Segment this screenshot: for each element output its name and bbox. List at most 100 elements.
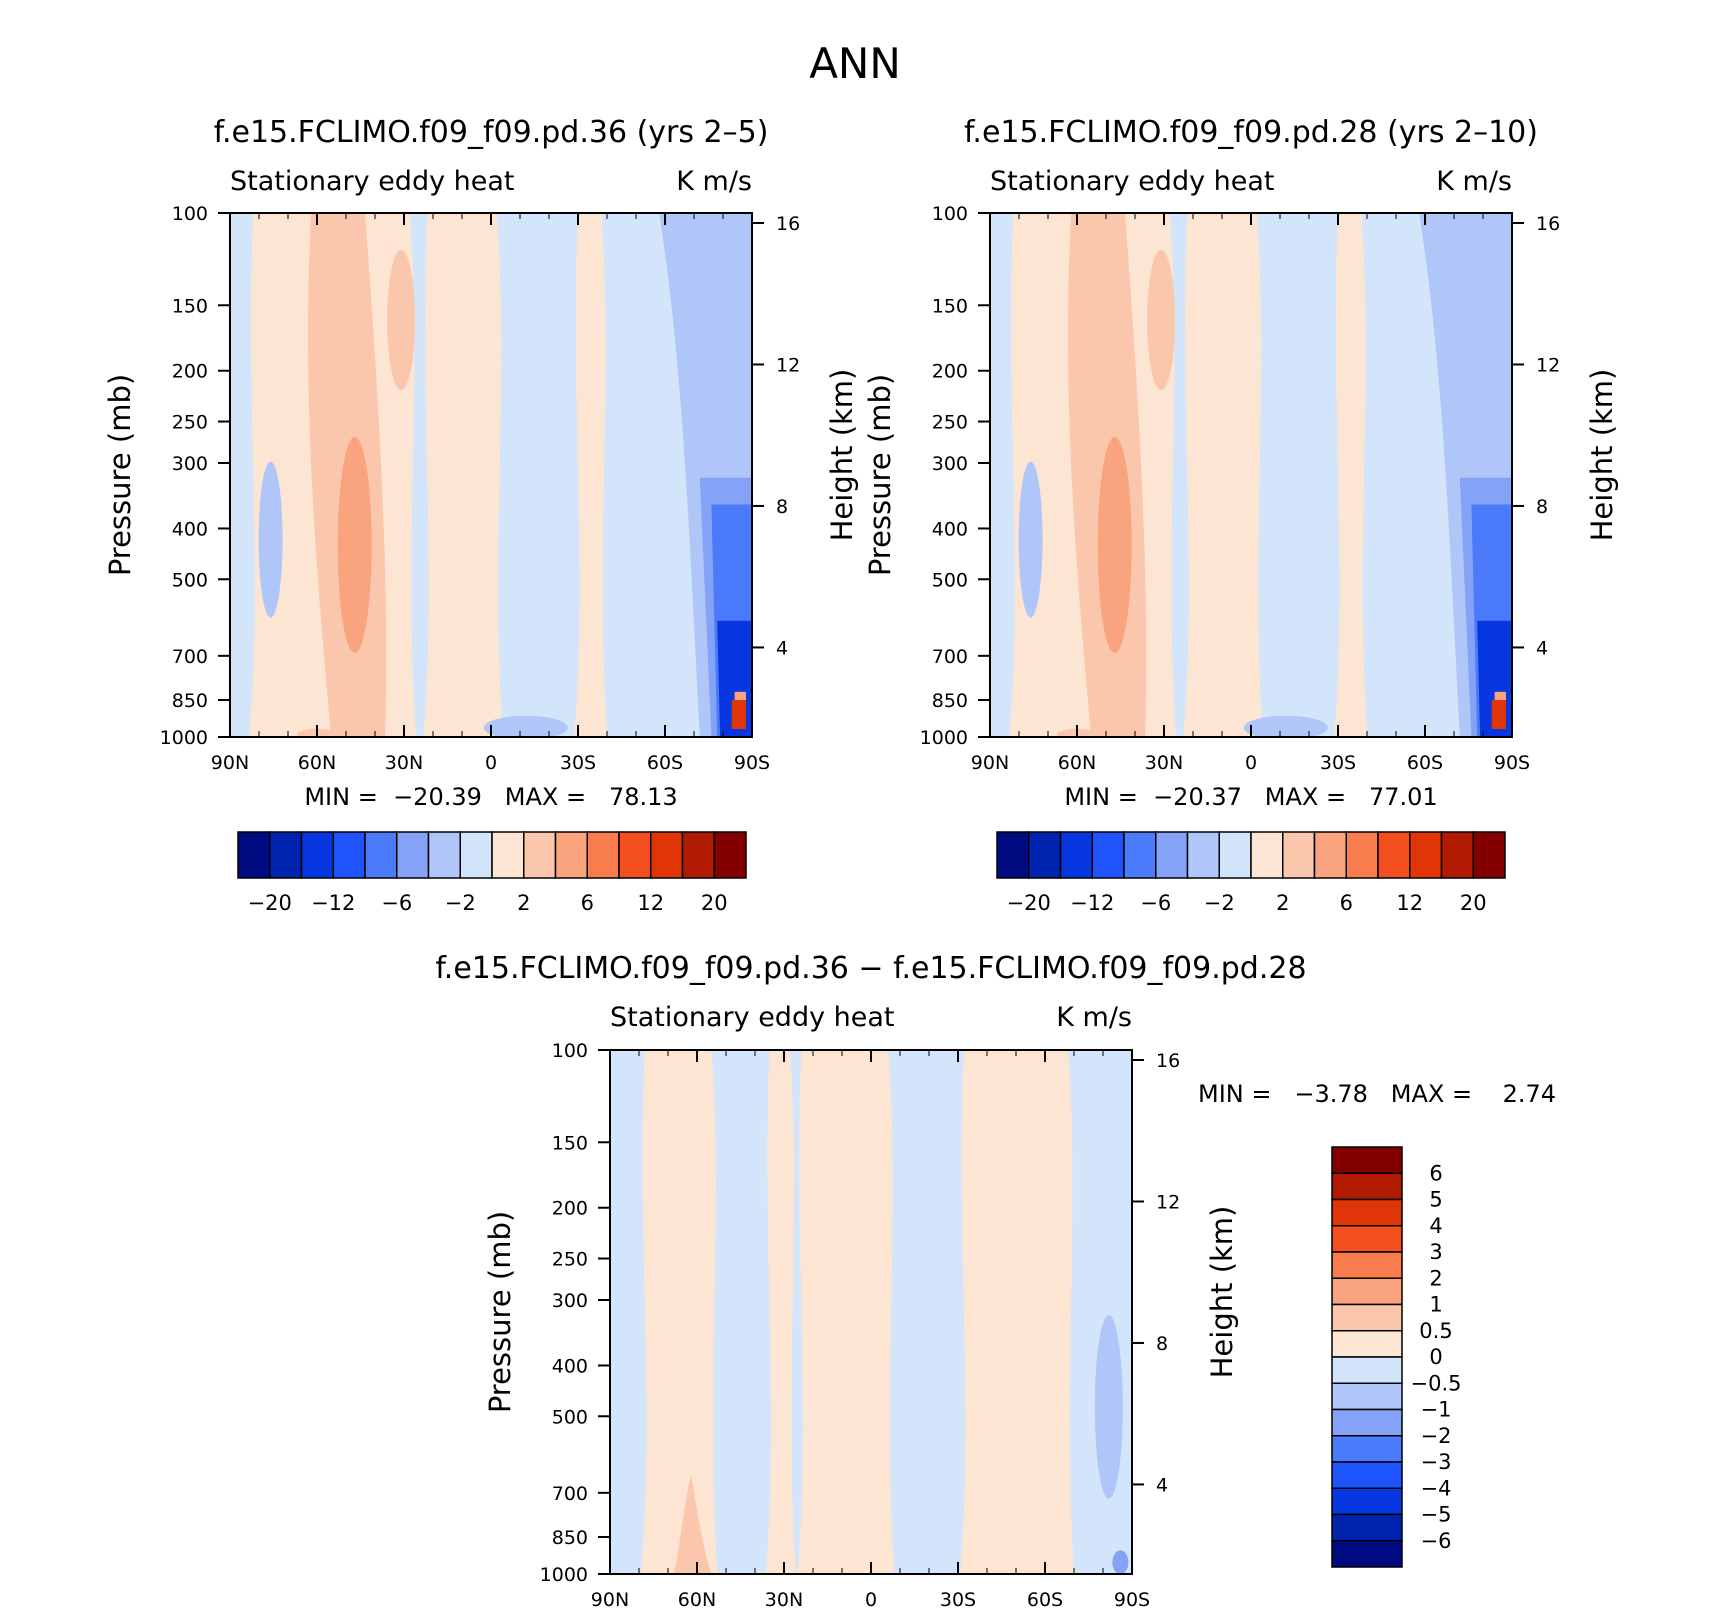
y-tick-label: 850 [552, 1527, 588, 1549]
y-tick-label: 500 [172, 569, 208, 591]
contour-min [483, 715, 568, 737]
colorbar-box [681, 831, 715, 879]
colorbar-box [1091, 831, 1125, 879]
height-tick-label: 12 [1536, 354, 1560, 376]
y-tick-label: 500 [932, 569, 968, 591]
colorbar-box [1028, 831, 1062, 879]
x-tick-label: 60N [1058, 752, 1096, 774]
colorbar-box [1059, 831, 1093, 879]
y-tick-label: 250 [172, 412, 208, 434]
y-tick-label: 1000 [160, 727, 208, 749]
colorbar: −20 −12 −6 −2 2 6 12 20 [237, 831, 747, 915]
x-tick-label: 60S [647, 752, 683, 774]
y-tick-label: 250 [552, 1249, 588, 1271]
y2-axis-label: Height (km) [1205, 1206, 1239, 1379]
y2-axis-label: Height (km) [1585, 369, 1619, 542]
colorbar-box [1345, 831, 1379, 879]
y-tick-label: 200 [932, 361, 968, 383]
field-label: Stationary eddy heat [990, 166, 1275, 197]
colorbar-label: 0 [1429, 1345, 1442, 1369]
x-tick-label: 90S [734, 752, 770, 774]
colorbar-label: 2 [1276, 891, 1289, 915]
colorbar-label: −2 [1421, 1424, 1452, 1448]
contour-band [1147, 249, 1176, 390]
y-tick-label: 200 [172, 361, 208, 383]
contour-band [1183, 213, 1263, 737]
colorbar-label: 6 [1429, 1161, 1442, 1185]
colorbar-label: 20 [1460, 891, 1487, 915]
y-tick-label: 850 [932, 690, 968, 712]
y-tick-label: 850 [172, 690, 208, 712]
x-tick-label: 90N [211, 752, 249, 774]
x-tick-label: 30N [1145, 752, 1183, 774]
colorbar-box [996, 831, 1030, 879]
y-tick-label: 700 [552, 1483, 588, 1505]
colorbar-label: 4 [1429, 1214, 1442, 1238]
min-max-label: MIN = −20.37 MAX = 77.01 [1064, 783, 1437, 811]
colorbar-box [1331, 1251, 1403, 1279]
colorbar-label: 5 [1429, 1188, 1442, 1212]
y-tick-label: 500 [552, 1406, 588, 1428]
colorbar-label: 6 [581, 891, 594, 915]
x-tick-label: 90N [591, 1589, 629, 1611]
colorbar-box [713, 831, 747, 879]
x-tick-label: 30S [940, 1589, 976, 1611]
colorbar-box [1218, 831, 1252, 879]
colorbar-box [1331, 1382, 1403, 1411]
colorbar-label: −0.5 [1411, 1371, 1462, 1395]
panel-p2: f.e15.FCLIMO.f09_f09.pd.28 (yrs 2–10) Sta… [863, 115, 1619, 915]
y-tick-label: 150 [932, 295, 968, 317]
y-axis-label: Pressure (mb) [863, 374, 897, 576]
colorbar-label: −12 [311, 891, 355, 915]
colorbar-box [491, 831, 525, 879]
contour-max [1097, 436, 1132, 653]
contour-band [765, 1050, 796, 1574]
height-tick-label: 16 [1536, 213, 1560, 235]
colorbar-box [1155, 831, 1189, 879]
contour-max [1491, 700, 1506, 729]
colorbar-box [396, 831, 430, 879]
height-tick-label: 4 [1536, 637, 1548, 659]
contour-band [423, 213, 503, 737]
colorbar-label: 1 [1429, 1293, 1442, 1317]
y-tick-label: 250 [932, 412, 968, 434]
contour-min [1018, 461, 1043, 618]
colorbar-box [1472, 831, 1506, 879]
contour-band [991, 1169, 1024, 1310]
contour-max [673, 1475, 712, 1574]
x-tick-label: 30N [385, 752, 423, 774]
colorbar-box [1123, 831, 1157, 879]
contour-max [337, 436, 372, 653]
colorbar-label: −6 [1140, 891, 1171, 915]
colorbar-label: −2 [445, 891, 476, 915]
contour-band [734, 691, 746, 701]
colorbar-label: −2 [1204, 891, 1235, 915]
colorbar-box [1331, 1461, 1403, 1489]
height-tick-label: 12 [776, 354, 800, 376]
height-tick-label: 8 [776, 496, 788, 518]
contour-band [387, 249, 416, 390]
x-tick-label: 0 [485, 752, 497, 774]
height-tick-label: 16 [776, 213, 800, 235]
y2-axis-label: Height (km) [825, 369, 859, 542]
colorbar-label: −5 [1421, 1503, 1452, 1527]
colorbar-label: 2 [1429, 1266, 1442, 1290]
y-tick-label: 700 [932, 646, 968, 668]
colorbar-box [364, 831, 398, 879]
colorbar-box [1250, 831, 1284, 879]
y-tick-label: 400 [172, 518, 208, 540]
colorbar-label: 2 [517, 891, 530, 915]
colorbar-label: −3 [1421, 1450, 1452, 1474]
contour-band [1494, 691, 1506, 701]
contour-band [797, 1050, 895, 1574]
contour-band [1392, 213, 1431, 737]
y-tick-label: 100 [552, 1040, 588, 1062]
contour-band [959, 1050, 1075, 1574]
x-tick-label: 30N [765, 1589, 803, 1611]
colorbar-box [1331, 1146, 1403, 1174]
y-tick-label: 400 [552, 1355, 588, 1377]
colorbar-label: 6 [1340, 891, 1353, 915]
figure-title: ANN [809, 39, 901, 88]
panel-title: f.e15.FCLIMO.f09_f09.pd.36 (yrs 2–5) [214, 115, 769, 150]
